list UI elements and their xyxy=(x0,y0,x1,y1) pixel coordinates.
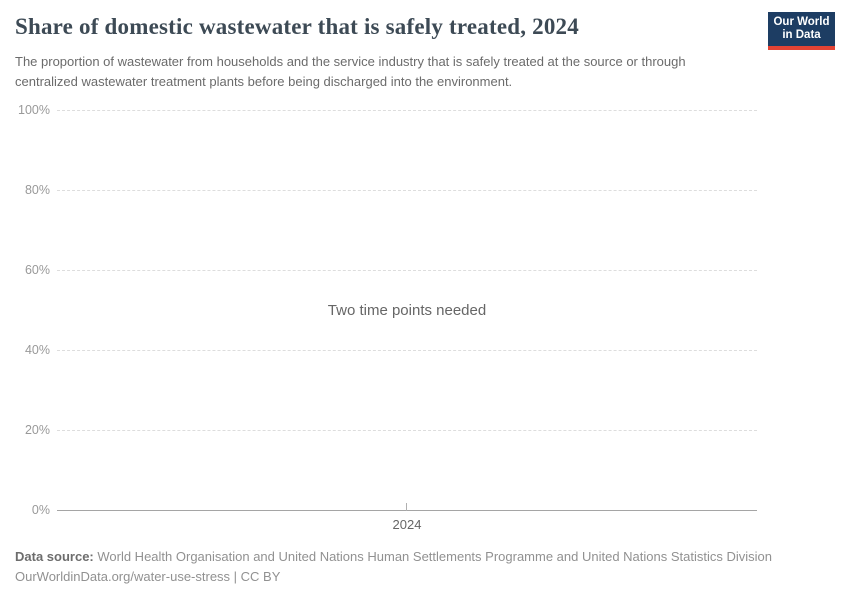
owid-logo-line2: in Data xyxy=(782,29,821,41)
gridline-40 xyxy=(57,350,757,351)
ytick-label-20: 20% xyxy=(24,423,50,437)
chart-subtitle: The proportion of wastewater from househ… xyxy=(15,54,686,89)
owid-logo[interactable]: Our World in Data xyxy=(768,12,835,50)
ytick-label-60: 60% xyxy=(24,263,50,277)
xtick-mark-2024 xyxy=(406,503,407,511)
chart-title: Share of domestic wastewater that is saf… xyxy=(15,14,579,39)
ytick-label-40: 40% xyxy=(24,343,50,357)
ytick-label-0: 0% xyxy=(31,503,50,517)
data-source-text: World Health Organisation and United Nat… xyxy=(93,549,772,564)
data-source-label: Data source: xyxy=(15,549,94,564)
gridline-100 xyxy=(57,110,757,111)
ytick-label-100: 100% xyxy=(18,103,50,117)
data-source-line: Data source: World Health Organisation a… xyxy=(15,547,772,567)
owid-logo-line1: Our World xyxy=(773,16,830,28)
attribution-line: OurWorldinData.org/water-use-stress | CC… xyxy=(15,569,281,584)
x-axis-line xyxy=(57,510,757,511)
xtick-label-2024: 2024 xyxy=(392,517,422,532)
chart-footer: Data source: World Health Organisation a… xyxy=(15,547,772,587)
gridline-20 xyxy=(57,430,757,431)
empty-state-message: Two time points needed xyxy=(327,302,487,319)
gridline-60 xyxy=(57,270,757,271)
gridline-80 xyxy=(57,190,757,191)
ytick-label-80: 80% xyxy=(24,183,50,197)
